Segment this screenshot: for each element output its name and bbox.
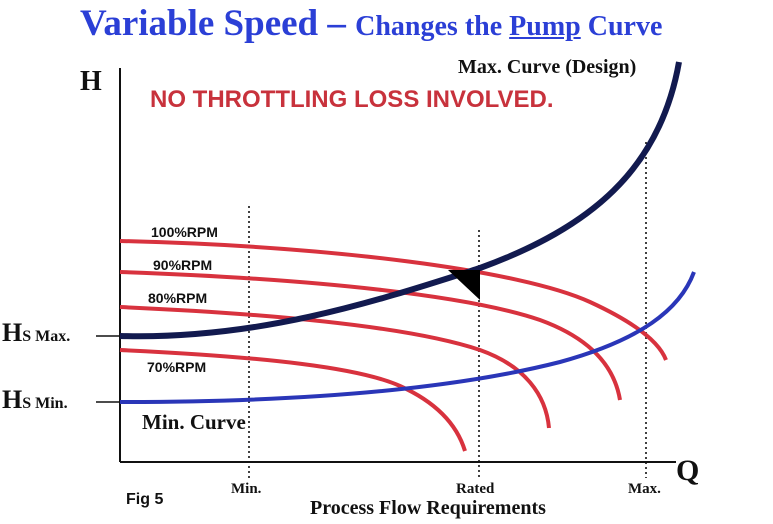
flow-tick-max: Max.: [628, 481, 661, 497]
hs-max-label: HS Max.: [2, 318, 70, 348]
hs-min-label: HS Min.: [2, 385, 68, 415]
title-sub-prefix: Changes the: [355, 11, 510, 42]
max-curve-label: Max. Curve (Design): [458, 56, 637, 78]
rpm-label-80: 80%RPM: [148, 290, 208, 306]
title-dash: –: [318, 3, 356, 44]
pump-curve-90: [119, 270, 622, 401]
max-system-curve: [119, 61, 682, 340]
rpm-label-70: 70%RPM: [147, 359, 207, 375]
title-sub-underlined: Pump: [509, 11, 581, 42]
flow-tick-min: Min.: [231, 481, 262, 497]
flow-tick-rated: Rated: [456, 481, 495, 497]
rpm-label-90: 90%RPM: [153, 257, 213, 273]
title-sub-suffix: Curve: [580, 11, 663, 42]
slide-title: Variable Speed – Changes the Pump Curve: [80, 2, 662, 45]
min-curve-label: Min. Curve: [142, 410, 246, 434]
hs-min-sub: S Min.: [22, 395, 68, 412]
title-main: Variable Speed: [80, 3, 319, 44]
rpm-label-100: 100%RPM: [151, 224, 218, 240]
pump-curve-80: [119, 305, 551, 429]
pump-curve-100: [119, 239, 668, 361]
x-axis-title: Process Flow Requirements: [310, 497, 546, 519]
x-axis-label: Q: [676, 454, 700, 487]
hs-max-sub: S Max.: [22, 328, 71, 345]
figure-label: Fig 5: [126, 491, 164, 508]
y-axis-label: H: [80, 66, 102, 97]
operating-point-marker: [448, 270, 480, 300]
hs-min-main: H: [2, 385, 23, 414]
callout-text: NO THROTTLING LOSS INVOLVED.: [150, 86, 554, 113]
hs-max-main: H: [2, 318, 23, 347]
pump-curve-70: [119, 348, 467, 452]
min-system-curve: [119, 271, 696, 404]
